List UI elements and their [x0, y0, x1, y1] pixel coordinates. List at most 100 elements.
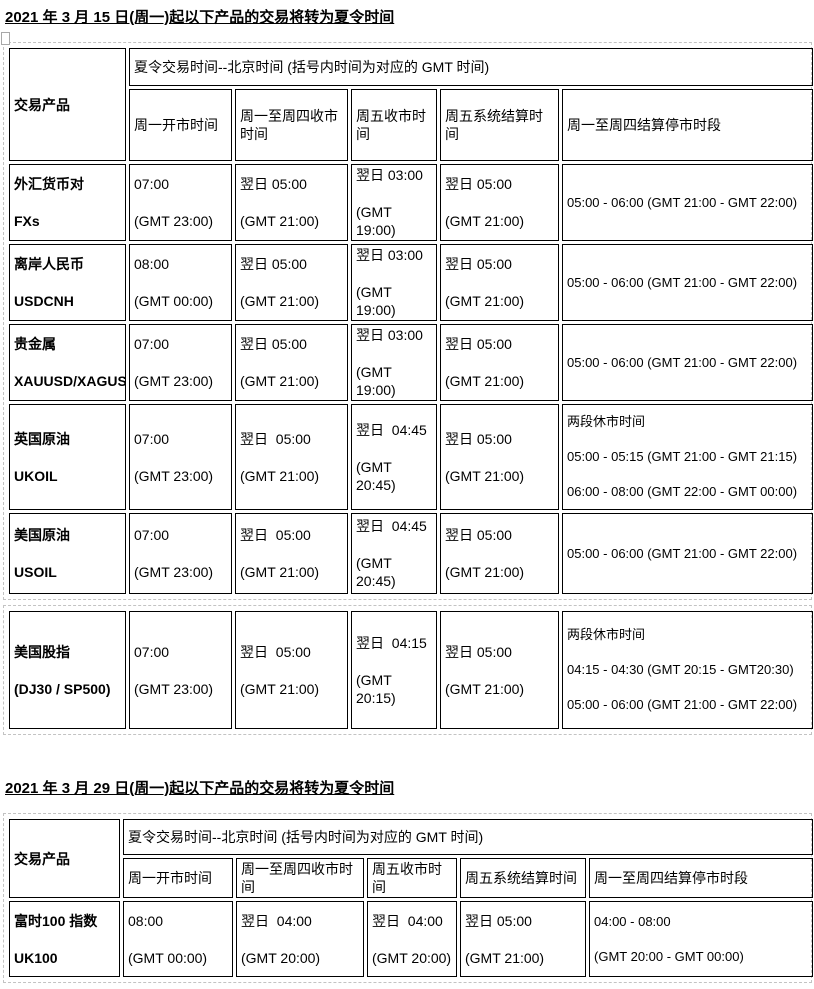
cell-open-time: 07:00 (GMT 23:00) — [129, 513, 232, 594]
header-summer-time: 夏令交易时间--北京时间 (括号内时间为对应的 GMT 时间) — [123, 819, 814, 855]
header-summer-time: 夏令交易时间--北京时间 (括号内时间为对应的 GMT 时间) — [129, 48, 814, 86]
header-summer-time-label: 夏令交易时间--北京时间 (括号内时间为对应的 GMT 时间) — [128, 829, 484, 845]
header-product: 交易产品 — [9, 819, 120, 898]
header-halt-label: 周一至周四结算停市时段 — [594, 870, 748, 886]
time-value: 翌日 05:00 — [240, 336, 307, 352]
time-value: 08:00 — [128, 912, 164, 929]
halt-gmt: (GMT 20:00 - GMT 00:00) — [594, 948, 744, 964]
time-gmt: (GMT 20:00) — [241, 949, 321, 966]
cell-product: 富时100 指数 UK100 — [9, 901, 120, 977]
time-value: 翌日 03:00 — [356, 167, 423, 183]
header-close-fri-label: 周五收市时间 — [372, 861, 442, 895]
time-gmt: (GMT 21:00) — [445, 293, 525, 309]
time-value: 翌日 04:45 — [356, 518, 427, 534]
header-open-label: 周一开市时间 — [128, 870, 212, 886]
product-symbol: UKOIL — [14, 467, 58, 484]
product-symbol: XAUUSD/XAGUSD — [14, 373, 126, 389]
time-value: 07:00 — [134, 527, 170, 543]
time-gmt: (GMT 21:00) — [445, 680, 525, 697]
halt-title: 两段休市时间 — [567, 414, 646, 429]
section2-title: 2021 年 3 月 29 日(周一)起以下产品的交易将转为夏令时间 — [5, 780, 395, 797]
cell-product: 外汇货币对 FXs — [9, 164, 126, 241]
header-product-label: 交易产品 — [14, 96, 70, 113]
time-gmt: (GMT 23:00) — [134, 467, 214, 484]
table-row-uk100: 富时100 指数 UK100 08:00 (GMT 00:00) 翌日 04:0… — [9, 901, 814, 977]
product-symbol: UK100 — [14, 949, 58, 966]
cell-close-fri: 翌日 04:45 (GMT 20:45) — [351, 404, 437, 510]
trading-table-indices: 美国股指 (DJ30 / SP500) 07:00 (GMT 23:00) 翌日… — [6, 608, 814, 732]
halt-range: 05:00 - 05:15 (GMT 21:00 - GMT 21:15) — [567, 449, 798, 464]
time-value: 翌日 05:00 — [445, 176, 512, 192]
header-open-label: 周一开市时间 — [134, 117, 218, 133]
cell-halt-period: 05:00 - 06:00 (GMT 21:00 - GMT 22:00) — [562, 513, 814, 594]
header-close-mon-thu-label: 周一至周四收市时间 — [240, 108, 338, 142]
cell-settle-fri: 翌日 05:00 (GMT 21:00) — [440, 324, 559, 401]
cell-close-mon-thu: 翌日 05:00 (GMT 21:00) — [235, 404, 348, 510]
time-gmt: (GMT 00:00) — [134, 293, 214, 309]
time-gmt: (GMT 21:00) — [240, 213, 320, 229]
cell-product: 英国原油 UKOIL — [9, 404, 126, 510]
halt-title: 两段休市时间 — [567, 627, 646, 642]
product-name: 美国股指 — [14, 643, 70, 660]
time-gmt: (GMT 00:00) — [128, 949, 208, 966]
time-value: 翌日 05:00 — [445, 643, 512, 660]
cell-close-fri: 翌日 03:00 (GMT 19:00) — [351, 324, 437, 401]
time-value: 07:00 — [134, 643, 170, 660]
table2-frame: 交易产品 夏令交易时间--北京时间 (括号内时间为对应的 GMT 时间) 周一开… — [3, 813, 814, 983]
cell-product: 美国股指 (DJ30 / SP500) — [9, 611, 126, 729]
cell-halt-period: 05:00 - 06:00 (GMT 21:00 - GMT 22:00) — [562, 324, 814, 401]
time-value: 翌日 04:15 — [356, 634, 427, 651]
cell-close-mon-thu: 翌日 05:00 (GMT 21:00) — [235, 611, 348, 729]
header-product-label: 交易产品 — [14, 850, 70, 867]
cell-open-time: 08:00 (GMT 00:00) — [129, 244, 232, 321]
header-close-mon-thu: 周一至周四收市时间 — [236, 858, 364, 898]
header-product: 交易产品 — [9, 48, 126, 161]
cell-close-mon-thu: 翌日 05:00 (GMT 21:00) — [235, 244, 348, 321]
header-halt-label: 周一至周四结算停市时段 — [567, 117, 721, 133]
time-gmt: (GMT 20:45) — [356, 458, 396, 493]
time-gmt: (GMT 19:00) — [356, 204, 396, 238]
cell-close-fri: 翌日 04:15 (GMT 20:15) — [351, 611, 437, 729]
cell-close-mon-thu: 翌日 05:00 (GMT 21:00) — [235, 513, 348, 594]
time-value: 翌日 05:00 — [465, 912, 532, 929]
cell-settle-fri: 翌日 05:00 (GMT 21:00) — [460, 901, 586, 977]
product-name: 离岸人民币 — [14, 256, 84, 272]
halt-range: 04:15 - 04:30 (GMT 20:15 - GMT20:30) — [567, 662, 794, 677]
time-value: 07:00 — [134, 176, 170, 192]
header-close-fri-label: 周五收市时间 — [356, 108, 426, 142]
section1-title: 2021 年 3 月 15 日(周一)起以下产品的交易将转为夏令时间 — [5, 9, 395, 26]
header-open-time: 周一开市时间 — [123, 858, 233, 898]
time-value: 08:00 — [134, 256, 170, 272]
time-gmt: (GMT 21:00) — [240, 467, 320, 484]
header-settle-fri-label: 周五系统结算时间 — [445, 108, 543, 142]
time-gmt: (GMT 19:00) — [356, 284, 396, 318]
time-value: 翌日 04:00 — [372, 912, 443, 929]
product-symbol: (DJ30 / SP500) — [14, 680, 111, 697]
product-symbol: FXs — [14, 213, 40, 229]
halt-range: 06:00 - 08:00 (GMT 22:00 - GMT 00:00) — [567, 484, 798, 499]
cell-halt-period: 两段休市时间 04:15 - 04:30 (GMT 20:15 - GMT20:… — [562, 611, 813, 729]
table-row-usdcnh: 离岸人民币 USDCNH 08:00 (GMT 00:00) 翌日 05:00 … — [9, 244, 814, 321]
cell-open-time: 07:00 (GMT 23:00) — [129, 164, 232, 241]
halt-range: 05:00 - 06:00 (GMT 21:00 - GMT 22:00) — [567, 274, 798, 290]
cell-halt-period: 05:00 - 06:00 (GMT 21:00 - GMT 22:00) — [562, 244, 814, 321]
time-value: 07:00 — [134, 336, 170, 352]
cell-close-fri: 翌日 03:00 (GMT 19:00) — [351, 244, 437, 321]
product-name: 贵金属 — [14, 336, 56, 352]
cell-close-mon-thu: 翌日 04:00 (GMT 20:00) — [236, 901, 364, 977]
time-value: 翌日 05:00 — [445, 527, 512, 543]
header-halt-period: 周一至周四结算停市时段 — [562, 89, 814, 161]
header-settle-fri: 周五系统结算时间 — [440, 89, 559, 161]
time-value: 翌日 05:00 — [445, 256, 512, 272]
cell-close-fri: 翌日 04:00 (GMT 20:00) — [367, 901, 457, 977]
time-gmt: (GMT 21:00) — [240, 680, 320, 697]
header-close-fri: 周五收市时间 — [351, 89, 437, 161]
time-gmt: (GMT 21:00) — [240, 564, 320, 580]
time-value: 翌日 05:00 — [240, 527, 311, 543]
indices-table-frame: 美国股指 (DJ30 / SP500) 07:00 (GMT 23:00) 翌日… — [3, 605, 814, 735]
table-header-row-2: 周一开市时间 周一至周四收市时间 周五收市时间 周五系统结算时间 周一至周四结算… — [9, 858, 814, 898]
trading-table-2: 交易产品 夏令交易时间--北京时间 (括号内时间为对应的 GMT 时间) 周一开… — [6, 816, 814, 980]
cell-close-fri: 翌日 04:45 (GMT 20:45) — [351, 513, 437, 594]
cell-settle-fri: 翌日 05:00 (GMT 21:00) — [440, 513, 559, 594]
